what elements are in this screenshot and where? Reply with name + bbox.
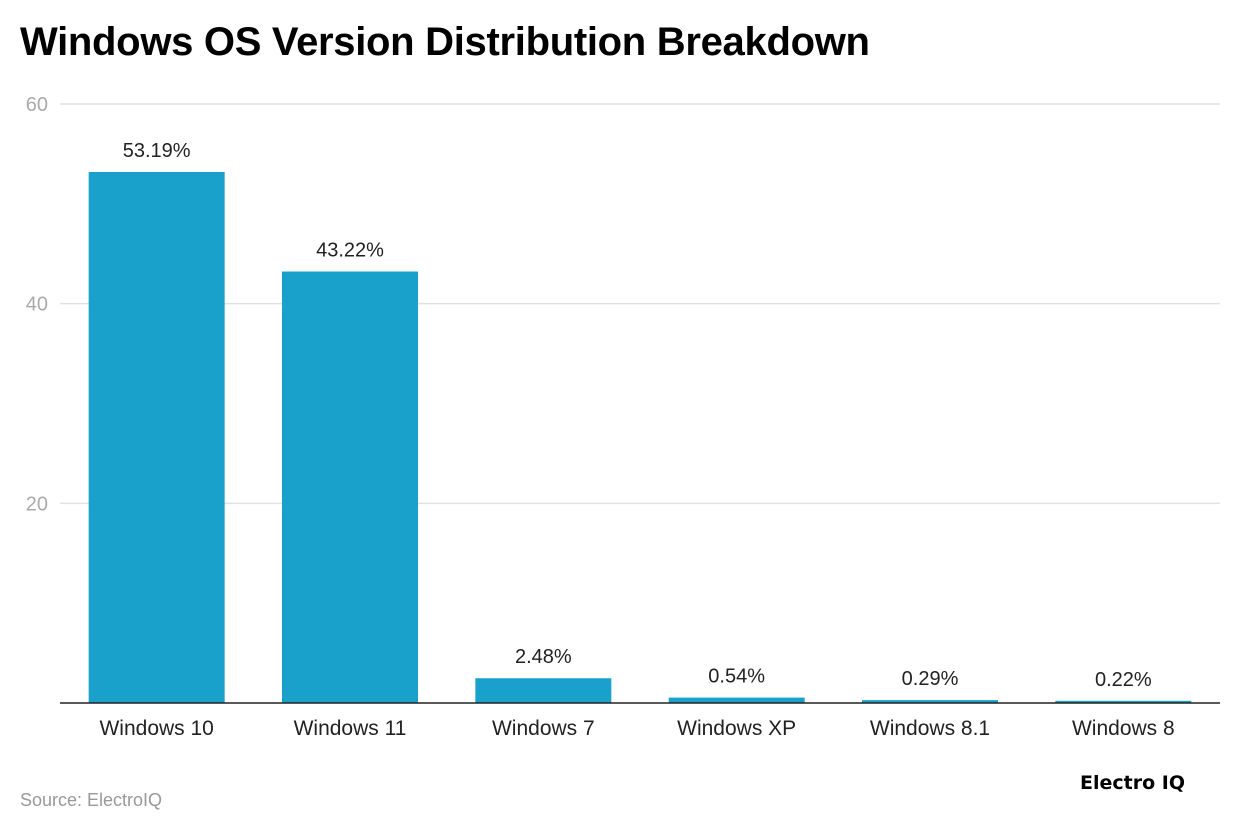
bar: [475, 678, 612, 703]
y-tick-label: 40: [26, 294, 48, 316]
x-tick-label: Windows XP: [677, 717, 796, 740]
data-label: 2.48%: [515, 646, 572, 668]
bar: [668, 697, 805, 703]
data-label: 0.54%: [708, 666, 765, 688]
x-tick-label: Windows 11: [294, 717, 407, 740]
bar: [88, 171, 225, 703]
electroiq-logo: Electro IQ: [1080, 772, 1185, 794]
source-note: Source: ElectroIQ: [20, 790, 163, 810]
bar: [282, 271, 418, 703]
bar: [862, 700, 998, 703]
data-label: 43.22%: [316, 240, 384, 262]
data-label: 0.29%: [902, 668, 959, 690]
x-tick-label: Windows 10: [99, 717, 213, 740]
x-tick-label: Windows 8.1: [870, 717, 990, 740]
x-tick-label: Windows 8: [1072, 717, 1175, 740]
x-tick-label: Windows 7: [492, 717, 595, 740]
y-tick-label: 60: [26, 94, 48, 116]
data-label: 53.19%: [123, 140, 191, 162]
y-tick-label: 20: [26, 493, 48, 515]
data-label: 0.22%: [1095, 669, 1152, 691]
bar: [1055, 700, 1192, 703]
chart-title: Windows OS Version Distribution Breakdow…: [20, 20, 870, 64]
